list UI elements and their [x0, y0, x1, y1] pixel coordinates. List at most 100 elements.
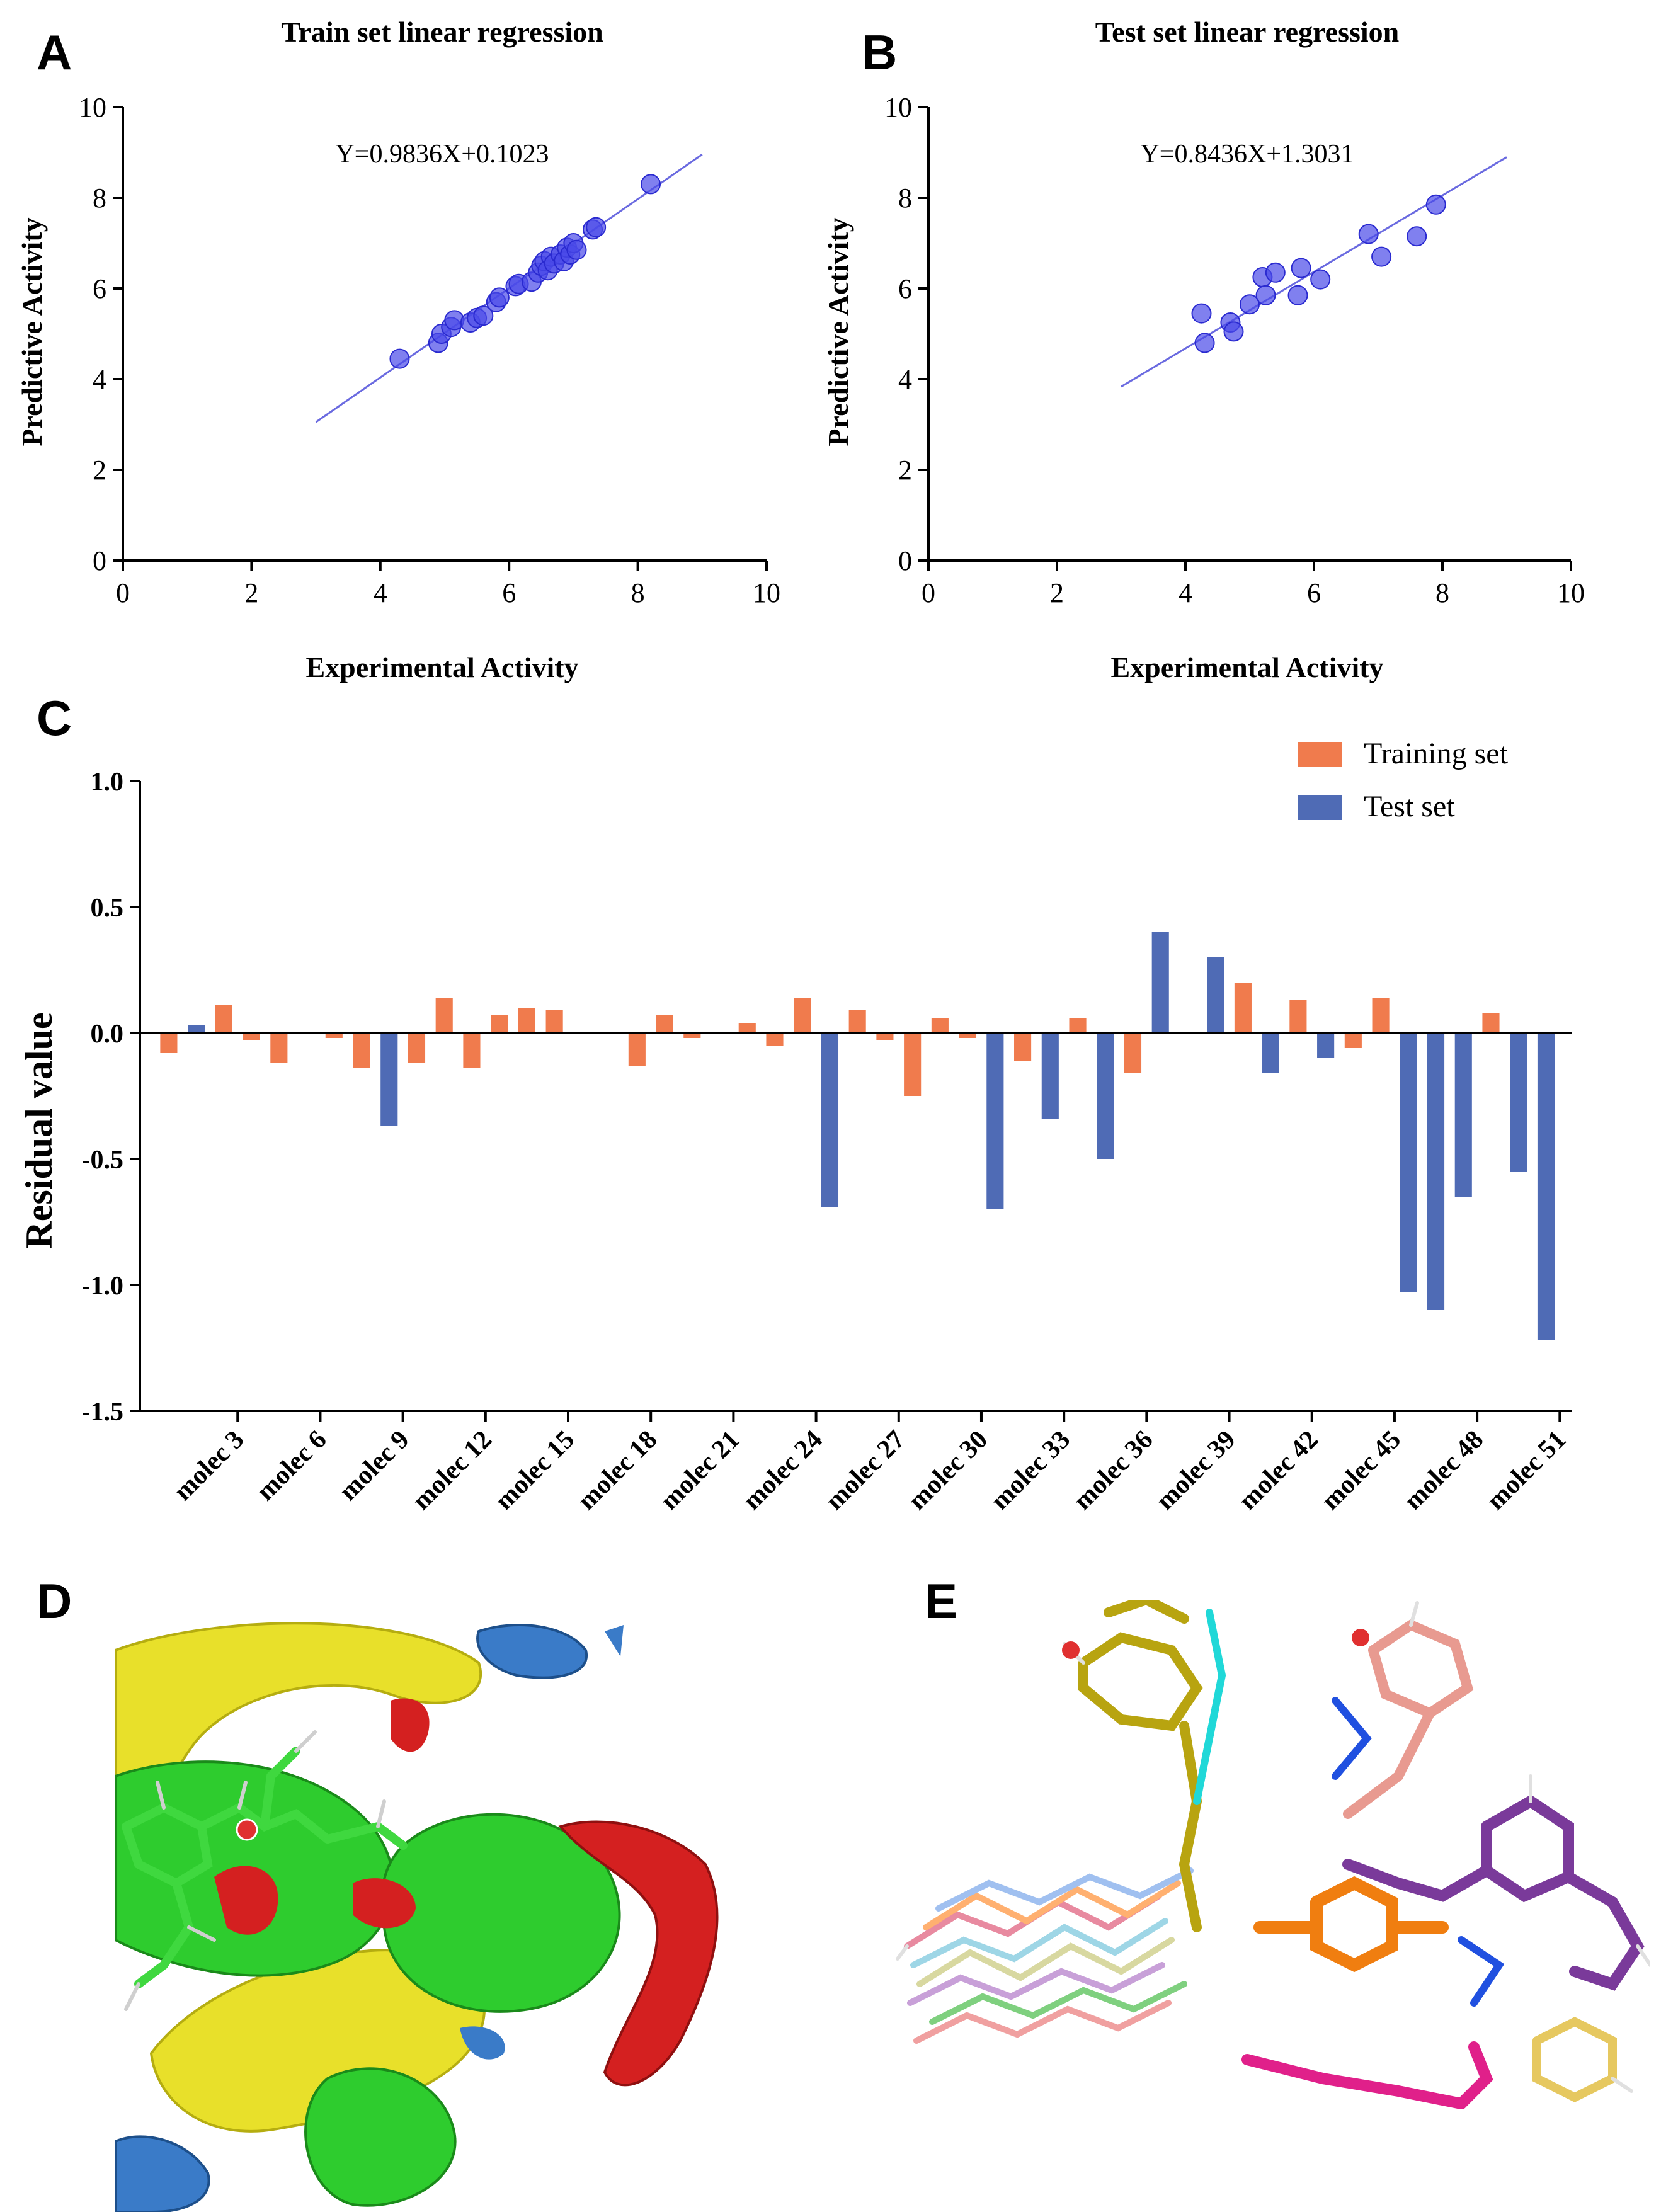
training-bar [270, 1033, 288, 1063]
x-tick-label: 0 [922, 578, 935, 608]
training-bar [794, 998, 811, 1033]
y-tick-label: 6 [93, 273, 106, 304]
y-tick-label: 0.5 [91, 894, 124, 923]
hydrogen-sticks [124, 1730, 386, 2011]
y-tick-label: -0.5 [82, 1146, 124, 1175]
red-contour [391, 1698, 430, 1752]
data-point [1291, 258, 1311, 278]
chart-a-equation: Y=0.9836X+0.1023 [335, 140, 549, 169]
data-point [641, 174, 661, 195]
y-tick-label: 2 [93, 455, 106, 486]
yellow-ligand [1078, 1600, 1203, 1932]
blue-contour [115, 2135, 210, 2212]
data-point [1194, 333, 1215, 353]
test-bar [1454, 1033, 1472, 1197]
blue-contour [476, 1624, 588, 1679]
blue-contour [460, 2026, 505, 2060]
data-point [1191, 303, 1212, 324]
data-point [586, 217, 607, 237]
x-tick-label: 10 [753, 578, 780, 608]
training-bar [738, 1023, 756, 1033]
chart-b-title: Test set linear regression [1095, 16, 1400, 48]
y-tick-label: 8 [898, 183, 912, 214]
aligned-ligand-bundle [904, 1867, 1194, 2044]
data-point [1425, 194, 1446, 215]
x-tick-label: 0 [116, 578, 130, 608]
y-tick-label: 0.0 [91, 1020, 124, 1049]
test-bar [1097, 1033, 1114, 1159]
chart-a-ylabel: Predictive Activity [16, 217, 48, 446]
test-bar [1151, 932, 1169, 1033]
x-tick-label: molec 18 [572, 1425, 663, 1516]
panel-label-a: A [37, 25, 72, 80]
data-point [1358, 224, 1379, 244]
red-contour [558, 1820, 719, 2087]
blue-contour [605, 1625, 624, 1656]
test-bar [1317, 1033, 1335, 1058]
chart-b-xlabel: Experimental Activity [1110, 651, 1383, 683]
training-bar [435, 998, 453, 1033]
data-point [1407, 226, 1427, 247]
training-bar [243, 1033, 260, 1040]
chart-b-ylabel: Predictive Activity [822, 217, 854, 446]
x-tick-label: 2 [244, 578, 258, 608]
y-tick-label: 0 [93, 545, 106, 576]
x-tick-label: molec 12 [407, 1425, 498, 1516]
test-bar [821, 1033, 839, 1207]
training-bar [904, 1033, 922, 1096]
residual-bar-chart: Residual value 1.0 0.5 0.0 -0.5 -1.0 -1.5 mol… [18, 737, 1572, 1515]
data-point [1371, 246, 1392, 267]
y-tick-label: 2 [898, 455, 912, 486]
data-point [1265, 262, 1286, 283]
salmon-ligand [1343, 1619, 1474, 1819]
y-tick-label: 10 [79, 92, 106, 123]
y-tick-label: 4 [898, 364, 912, 395]
orange-ligand [1253, 1876, 1449, 1973]
data-point [389, 348, 410, 369]
hydrogen-sticks [896, 1601, 1650, 2093]
training-bar [1014, 1033, 1032, 1061]
molecular-field-image [115, 1622, 733, 2212]
x-tick-label: molec 21 [655, 1425, 746, 1516]
x-tick-label: 4 [1179, 578, 1192, 608]
training-bar [353, 1033, 370, 1068]
training-bar [683, 1033, 701, 1038]
test-bar [1510, 1033, 1527, 1172]
ligand-alignment-image [896, 1600, 1650, 2109]
x-tick-label: molec 15 [489, 1425, 580, 1516]
x-tick-label: 6 [1307, 578, 1321, 608]
y-tick-label: 0 [898, 545, 912, 576]
training-bar [325, 1033, 343, 1038]
data-point [1287, 285, 1308, 305]
data-point [1240, 294, 1260, 315]
x-tick-label: molec 39 [1151, 1425, 1241, 1516]
data-point [1255, 285, 1276, 305]
test-regression-chart: Test set linear regression Y=0.8436X+1.3… [822, 16, 1585, 683]
x-tick-label: 10 [1557, 578, 1585, 608]
x-tick-label: molec 51 [1481, 1425, 1572, 1516]
chart-c-ylabel: Residual value [18, 1012, 60, 1248]
x-tick-label: molec 36 [1068, 1425, 1159, 1516]
data-point [489, 287, 510, 308]
chart-a-xlabel: Experimental Activity [305, 651, 578, 683]
training-bar [628, 1033, 646, 1066]
oxygen-atom [236, 1818, 258, 1841]
x-tick-label: 2 [1050, 578, 1064, 608]
chart-c-legend: Training set Test set [1298, 737, 1509, 823]
training-bar [1372, 998, 1390, 1033]
panel-label-d: D [37, 1573, 72, 1629]
training-bar [518, 1008, 535, 1033]
red-contour [353, 1878, 416, 1929]
test-bar [1400, 1033, 1417, 1292]
test-bar [986, 1033, 1004, 1209]
oxygen-atom [1352, 1629, 1369, 1646]
training-bar [160, 1033, 178, 1053]
training-bar [1289, 1000, 1307, 1033]
blue-ligand [1332, 1697, 1505, 2007]
x-tick-label: 4 [374, 578, 387, 608]
training-bar [766, 1033, 784, 1046]
y-tick-label: 10 [884, 92, 912, 123]
green-contour [304, 2067, 457, 2207]
test-bar [1427, 1033, 1445, 1310]
